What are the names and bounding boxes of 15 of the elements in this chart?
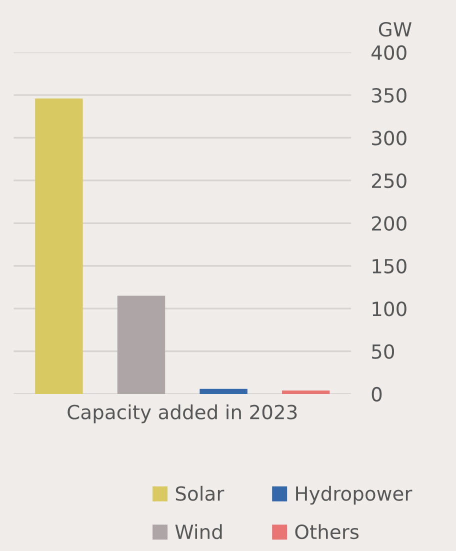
y-tick-label: 350 xyxy=(372,88,406,103)
y-tick-label: 300 xyxy=(372,130,406,146)
y-tick-label: 100 xyxy=(372,302,406,316)
y-tick-label: 150 xyxy=(372,258,406,274)
x-axis-title: Capacity added in 2023 xyxy=(68,404,297,424)
legend-label: Hydropower xyxy=(296,486,412,505)
legend-label: Solar xyxy=(176,486,224,501)
y-tick-label: 50 xyxy=(372,344,394,359)
legend-label: Others xyxy=(295,524,359,540)
y-tick-label: 400 xyxy=(372,45,406,60)
y-axis-title: GW xyxy=(378,22,412,37)
y-tick-label: 250 xyxy=(372,173,406,188)
legend-label: Wind xyxy=(175,524,222,540)
y-tick-label: 200 xyxy=(372,216,406,231)
y-tick-label: 0 xyxy=(372,386,382,402)
